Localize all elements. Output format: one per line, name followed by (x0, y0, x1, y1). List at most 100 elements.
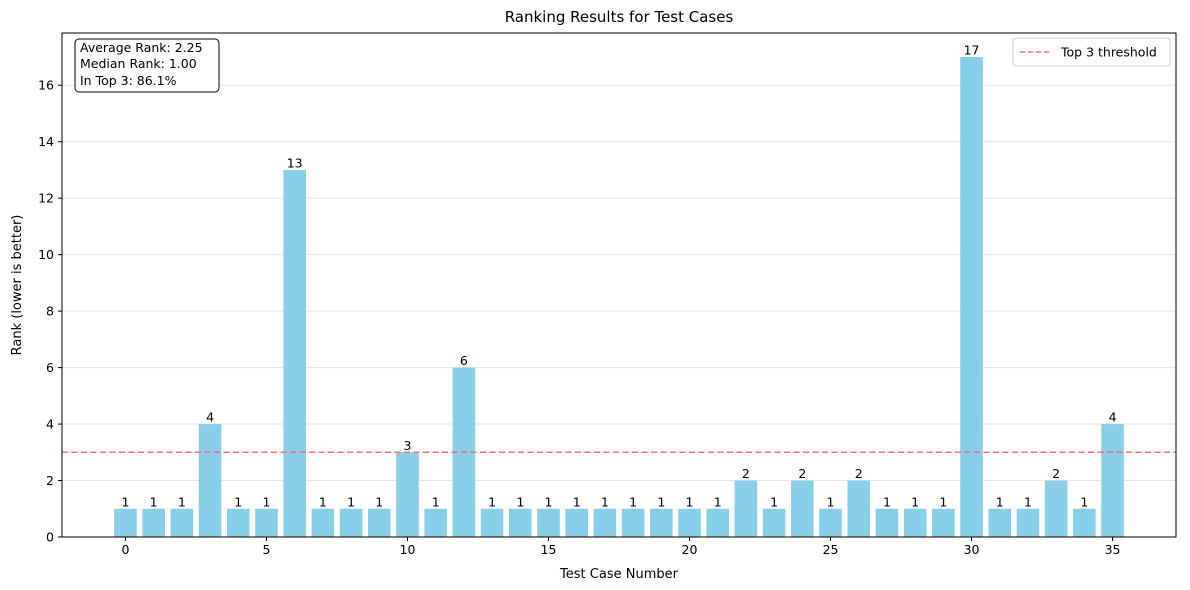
bar-case-3 (198, 424, 222, 537)
legend-frame (1012, 37, 1171, 67)
y-tick-label-14: 14 (38, 134, 54, 149)
bar-label-case-25: 1 (827, 494, 835, 509)
bar-label-case-31: 1 (996, 494, 1004, 509)
y-axis-label: Rank (lower is better) (10, 215, 25, 356)
x-axis-label: Test Case Number (559, 567, 679, 582)
x-tick-label-0: 0 (121, 542, 129, 557)
bar-label-case-27: 1 (883, 494, 891, 509)
bar-label-case-15: 1 (545, 494, 553, 509)
bar-case-30 (960, 57, 983, 537)
bar-case-34 (1073, 508, 1096, 537)
x-tick-label-30: 30 (964, 542, 980, 557)
y-tick-label-0: 0 (46, 530, 54, 545)
bar-label-case-33: 2 (1052, 466, 1060, 481)
x-tick-label-20: 20 (682, 542, 698, 557)
bar-case-16 (565, 508, 588, 537)
bar-label-case-24: 2 (798, 466, 806, 481)
bar-label-case-20: 1 (686, 494, 694, 509)
y-tick-label-10: 10 (38, 247, 54, 262)
y-tick-label-4: 4 (46, 417, 54, 432)
x-tick-label-15: 15 (541, 542, 557, 557)
bar-label-case-16: 1 (573, 494, 581, 509)
bar-case-11 (424, 508, 447, 537)
plot-frame (61, 32, 1177, 538)
chart-title: Ranking Results for Test Cases (505, 8, 734, 26)
bar-case-2 (170, 508, 194, 537)
bar-case-17 (593, 508, 617, 537)
bar-case-20 (678, 508, 701, 537)
bar-label-case-19: 1 (657, 494, 665, 509)
bar-case-9 (367, 508, 391, 537)
legend: Top 3 threshold (1012, 37, 1171, 67)
bar-case-24 (791, 480, 814, 537)
bar-label-case-8: 1 (347, 494, 355, 509)
bar-case-18 (621, 508, 645, 537)
bar-case-19 (650, 508, 673, 537)
bar-case-15 (537, 508, 560, 537)
bar-label-case-35: 4 (1109, 410, 1117, 425)
bar-label-case-13: 1 (488, 494, 496, 509)
bar-label-case-26: 2 (855, 466, 863, 481)
bar-case-5 (255, 508, 278, 537)
x-tick-label-10: 10 (400, 542, 416, 557)
bar-label-case-4: 1 (234, 494, 242, 509)
bar-label-case-9: 1 (375, 494, 383, 509)
stats-in-top3: In Top 3: 86.1% (80, 73, 177, 88)
grid-lines (62, 84, 1176, 482)
bar-case-26 (847, 480, 871, 537)
bar-label-case-3: 4 (206, 410, 214, 425)
bar-label-case-34: 1 (1080, 494, 1088, 509)
bar-case-1 (142, 508, 165, 537)
bar-label-case-32: 1 (1024, 494, 1032, 509)
y-axis-ticks: 0 2 4 6 8 10 12 14 16 (38, 78, 62, 545)
bar-label-case-29: 1 (939, 494, 947, 509)
bar-case-0 (114, 508, 137, 537)
bar-case-4 (226, 508, 250, 537)
bar-case-22 (734, 480, 758, 537)
bar-case-28 (903, 508, 927, 537)
y-tick-label-6: 6 (46, 360, 54, 375)
bar-label-case-6: 13 (287, 155, 303, 170)
bar-label-case-0: 1 (121, 494, 129, 509)
stats-median-rank: Median Rank: 1.00 (80, 56, 197, 71)
bar-case-35 (1101, 424, 1124, 537)
x-tick-label-35: 35 (1105, 542, 1121, 557)
bar-case-14 (509, 508, 532, 537)
stats-box-frame (74, 38, 220, 93)
y-tick-label-2: 2 (46, 473, 54, 488)
bar-case-7 (311, 508, 335, 537)
bar-label-case-11: 1 (432, 494, 440, 509)
bar-case-32 (1016, 508, 1040, 537)
bar-case-23 (762, 508, 786, 537)
legend-threshold-label: Top 3 threshold (1060, 45, 1157, 60)
bar-case-29 (932, 508, 955, 537)
y-tick-label-12: 12 (38, 191, 54, 206)
bar-label-case-30: 17 (964, 43, 980, 58)
bar-label-case-1: 1 (150, 494, 158, 509)
bar-label-case-23: 1 (770, 494, 778, 509)
x-tick-label-25: 25 (823, 542, 839, 557)
bar-label-case-14: 1 (516, 494, 524, 509)
bar-label-case-17: 1 (601, 494, 609, 509)
stats-average-rank: Average Rank: 2.25 (80, 40, 203, 55)
y-tick-label-16: 16 (38, 78, 54, 93)
y-tick-label-8: 8 (46, 304, 54, 319)
bar-case-8 (339, 508, 363, 537)
bar-case-31 (988, 508, 1012, 537)
bar-case-27 (875, 508, 899, 537)
bar-label-case-10: 3 (404, 438, 412, 453)
x-tick-label-5: 5 (262, 542, 270, 557)
stats-box: Average Rank: 2.25 Median Rank: 1.00 In … (74, 38, 220, 93)
bar-label-case-7: 1 (319, 494, 327, 509)
bar-case-13 (480, 508, 504, 537)
bar-case-21 (706, 508, 729, 537)
bar-label-case-12: 6 (460, 353, 468, 368)
bar-label-case-22: 2 (742, 466, 750, 481)
bar-case-33 (1044, 480, 1068, 537)
x-axis-ticks: 0 5 10 15 20 25 30 35 (121, 537, 1120, 557)
bar-case-6 (283, 169, 306, 538)
bar-label-case-2: 1 (178, 494, 186, 509)
bar-label-case-18: 1 (629, 494, 637, 509)
